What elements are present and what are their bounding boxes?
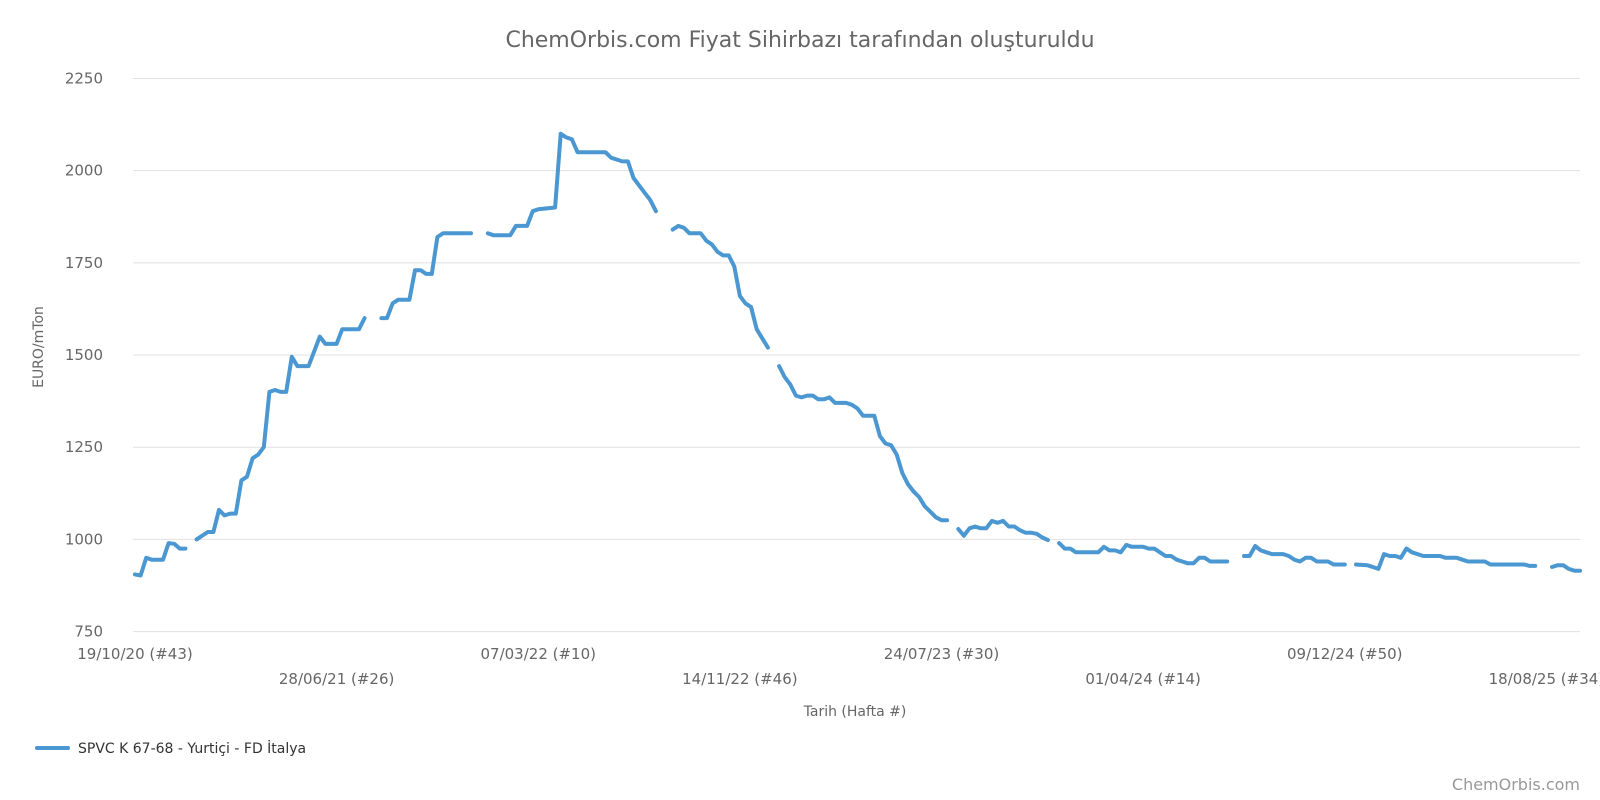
y-tick-label: 1250 bbox=[65, 438, 103, 456]
series-line-segment[interactable] bbox=[1550, 563, 1582, 573]
x-tick-label: 09/12/24 (#50) bbox=[1287, 645, 1403, 663]
x-tick-label: 19/10/20 (#43) bbox=[77, 645, 193, 663]
series-line-segment[interactable] bbox=[956, 518, 1050, 543]
y-tick-label: 1500 bbox=[65, 346, 103, 364]
y-axis-ticks: 750 1000 1250 1500 1750 2000 2250 bbox=[65, 69, 103, 640]
x-axis-ticks: 19/10/20 (#43) 28/06/21 (#26) 07/03/22 (#1… bbox=[77, 645, 1600, 688]
y-tick-label: 750 bbox=[74, 623, 103, 641]
x-tick-label: 28/06/21 (#26) bbox=[279, 670, 395, 688]
y-tick-label: 1000 bbox=[65, 530, 103, 548]
series-line-segment[interactable] bbox=[670, 223, 770, 350]
chemorbis-credit[interactable]: ChemOrbis.com bbox=[1452, 775, 1580, 794]
series-line-segment[interactable] bbox=[485, 131, 658, 238]
x-tick-label: 01/04/24 (#14) bbox=[1085, 670, 1201, 688]
x-tick-label: 07/03/22 (#10) bbox=[481, 645, 597, 663]
series-line-segment[interactable] bbox=[1242, 544, 1347, 567]
series-layer bbox=[133, 131, 1582, 578]
series-line-segment[interactable] bbox=[379, 231, 473, 321]
legend[interactable]: SPVC K 67-68 - Yurtiçi - FD İtalya bbox=[35, 739, 306, 757]
chart-title: ChemOrbis.com Fiyat Sihirbazı tarafından… bbox=[505, 28, 1094, 53]
y-axis-title: EURO/mTon bbox=[31, 306, 47, 388]
x-tick-label: 14/11/22 (#46) bbox=[682, 670, 798, 688]
y-tick-label: 2250 bbox=[65, 69, 103, 87]
x-tick-label: 18/08/25 (#34) bbox=[1489, 670, 1600, 688]
series-line-segment[interactable] bbox=[1057, 541, 1230, 566]
series-line-segment[interactable] bbox=[133, 541, 188, 578]
y-tick-label: 2000 bbox=[65, 162, 103, 180]
series-line-segment[interactable] bbox=[1354, 546, 1538, 571]
series-line-segment[interactable] bbox=[194, 316, 367, 542]
legend-label: SPVC K 67-68 - Yurtiçi - FD İtalya bbox=[78, 739, 306, 757]
y-tick-label: 1750 bbox=[65, 254, 103, 272]
grid-layer bbox=[133, 77, 1580, 633]
x-tick-label: 24/07/23 (#30) bbox=[884, 645, 1000, 663]
series-line-segment[interactable] bbox=[777, 364, 950, 523]
x-axis-title: Tarih (Hafta #) bbox=[803, 704, 907, 720]
